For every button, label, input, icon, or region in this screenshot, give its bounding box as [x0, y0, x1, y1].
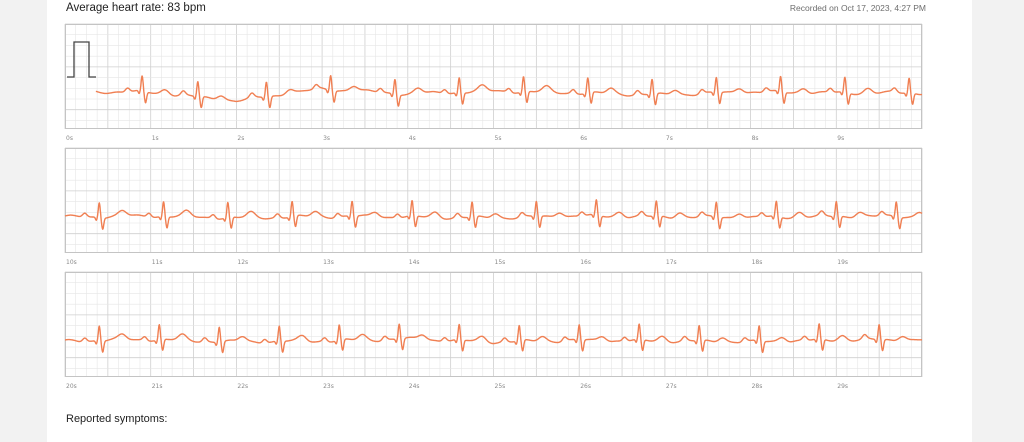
ecg-grid [64, 23, 923, 129]
time-tick-label: 20s [66, 383, 77, 390]
time-tick-label: 13s [323, 259, 334, 266]
time-tick-label: 8s [752, 135, 759, 142]
time-tick-label: 9s [837, 135, 844, 142]
time-tick-label: 23s [323, 383, 334, 390]
time-tick-label: 18s [752, 259, 763, 266]
time-tick-label: 27s [666, 383, 677, 390]
ecg-strip-3: 20s 21s 22s 23s 24s 25s 26s 27s 28s 29s [64, 271, 923, 390]
reported-symptoms-label: Reported symptoms: [66, 413, 168, 425]
recorded-timestamp: Recorded on Oct 17, 2023, 4:27 PM [789, 3, 926, 13]
time-tick-label: 15s [495, 259, 506, 266]
time-tick-label: 25s [495, 383, 506, 390]
ecg-strip-border [65, 272, 922, 377]
time-tick-label: 28s [752, 383, 763, 390]
time-tick-label: 16s [580, 259, 591, 266]
ecg-trace [95, 75, 923, 109]
ecg-strip-2: 10s 11s 12s 13s 14s 15s 16s 17s 18s 19s [64, 147, 923, 266]
time-tick-label: 17s [666, 259, 677, 266]
time-tick-label: 2s [237, 135, 244, 142]
time-tick-label: 24s [409, 383, 420, 390]
time-tick-label: 22s [237, 383, 248, 390]
time-tick-label: 1s [152, 135, 159, 142]
time-tick-label: 14s [409, 259, 420, 266]
average-heart-rate: Average heart rate: 83 bpm [66, 2, 206, 14]
time-tick-label: 19s [837, 259, 848, 266]
ecg-strip-border [65, 24, 922, 129]
ecg-grid [64, 271, 923, 377]
ecg-trace [64, 323, 923, 354]
ecg-grid [64, 147, 923, 253]
time-tick-label: 5s [495, 135, 502, 142]
ecg-strip-1: 0s 1s 2s 3s 4s 5s 6s 7s 8s 9s [64, 23, 923, 142]
time-tick-label: 7s [666, 135, 673, 142]
time-tick-label: 11s [152, 259, 163, 266]
time-tick-label: 3s [323, 135, 330, 142]
ecg-trace [64, 199, 923, 230]
time-tick-label: 26s [580, 383, 591, 390]
time-tick-label: 0s [66, 135, 73, 142]
ecg-strip-border [65, 148, 922, 253]
time-tick-label: 10s [66, 259, 77, 266]
time-tick-label: 29s [837, 383, 848, 390]
time-tick-label: 4s [409, 135, 416, 142]
time-tick-label: 12s [237, 259, 248, 266]
time-tick-label: 21s [152, 383, 163, 390]
calibration-pulse [67, 41, 96, 78]
time-tick-label: 6s [580, 135, 587, 142]
